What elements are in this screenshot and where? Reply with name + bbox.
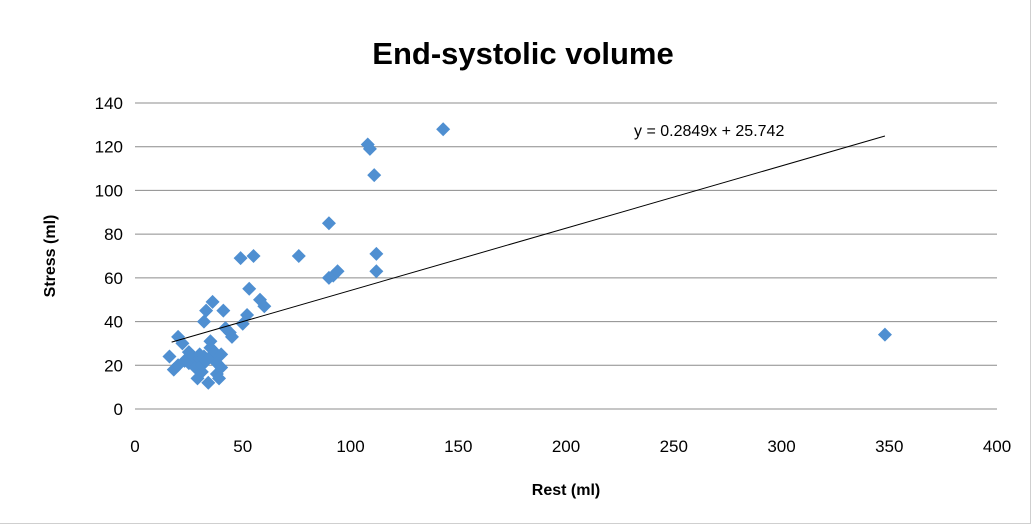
data-point [877, 327, 892, 342]
y-tick-label: 20 [104, 356, 123, 375]
data-point [436, 122, 451, 137]
trendline-equation: y = 0.2849x + 25.742 [634, 123, 784, 140]
data-point [362, 141, 377, 156]
data-point [246, 249, 261, 263]
data-point [196, 314, 211, 329]
grid-lines [135, 102, 997, 410]
data-point [216, 303, 231, 318]
y-tick-label: 40 [104, 313, 123, 332]
trendline [171, 135, 886, 343]
x-tick-label: 200 [552, 437, 580, 456]
data-point [162, 349, 177, 364]
data-point [212, 371, 227, 386]
y-tick-label: 120 [95, 138, 123, 157]
y-tick-label: 0 [114, 400, 123, 419]
x-tick-label: 50 [233, 437, 252, 456]
x-tick-label: 150 [444, 437, 472, 456]
chart-title: End-systolic volume [372, 36, 673, 71]
data-point [242, 281, 257, 296]
x-tick-label: 0 [130, 437, 139, 456]
x-tick-label: 350 [875, 437, 903, 456]
data-point [224, 329, 239, 344]
data-point [205, 294, 220, 309]
data-point [214, 347, 229, 362]
x-tick-label: 250 [660, 437, 688, 456]
x-tick-labels: 0 50 100 150 200 250 300 350 400 [130, 437, 1011, 456]
y-tick-label: 80 [104, 225, 123, 244]
data-point [201, 375, 216, 390]
y-tick-label: 100 [95, 181, 123, 200]
data-point [214, 360, 229, 375]
data-point [369, 246, 384, 261]
data-point [330, 264, 345, 279]
x-tick-label: 400 [983, 437, 1011, 456]
data-point [233, 251, 248, 266]
x-tick-label: 300 [767, 437, 795, 456]
data-point [199, 303, 214, 318]
y-tick-label: 140 [95, 94, 123, 113]
y-tick-label: 60 [104, 269, 123, 288]
y-axis-label: Stress (ml) [42, 215, 59, 298]
x-axis-label: Rest (ml) [532, 482, 600, 499]
x-tick-label: 100 [336, 437, 364, 456]
data-point [367, 168, 382, 183]
data-point [291, 249, 306, 263]
data-points [162, 122, 892, 390]
y-tick-labels: 0 20 40 60 80 100 120 140 [95, 94, 123, 419]
data-point [240, 308, 255, 323]
data-point [369, 264, 384, 279]
data-point [257, 299, 272, 314]
data-point [321, 216, 336, 231]
